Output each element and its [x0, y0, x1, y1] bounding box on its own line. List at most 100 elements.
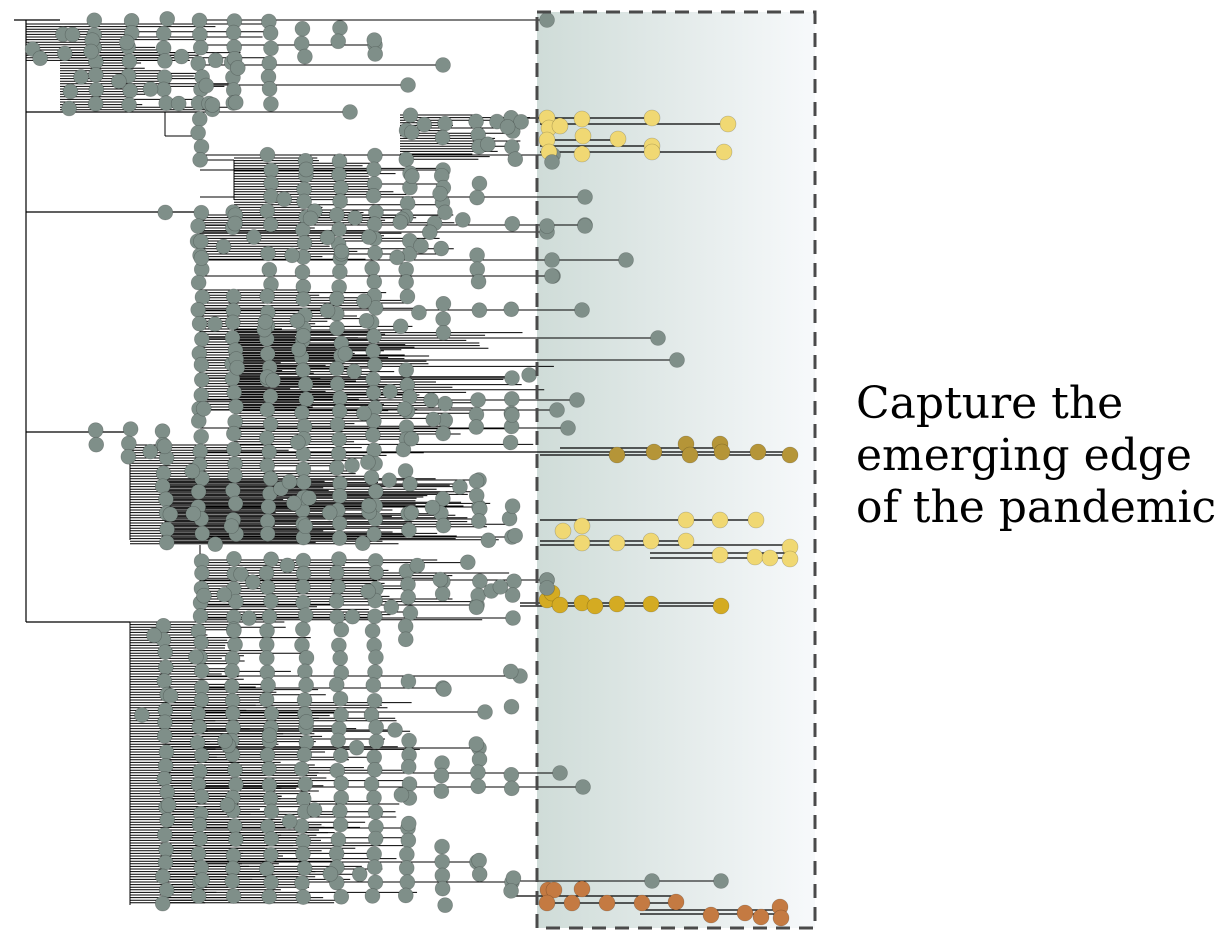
tree-node: [190, 846, 207, 862]
tree-node: [302, 210, 319, 227]
tree-node: [228, 398, 244, 415]
tree-node: [366, 692, 383, 709]
tree-node: [360, 454, 376, 470]
tree-node: [155, 25, 172, 42]
emerging-clade-node: [609, 130, 627, 148]
tree-node: [503, 883, 519, 899]
tree-node: [644, 873, 660, 889]
tree-node: [366, 789, 382, 806]
tree-node: [297, 663, 313, 680]
tree-node: [32, 50, 48, 67]
tree-node: [480, 532, 497, 549]
tree-node: [328, 676, 345, 693]
tree-node: [502, 434, 519, 451]
tree-node: [364, 888, 381, 904]
emerging-clade-node: [573, 534, 591, 552]
tree-node: [416, 116, 433, 133]
tree-node: [351, 866, 368, 882]
tree-node: [88, 436, 105, 453]
tree-node: [392, 318, 409, 335]
tree-node: [396, 401, 413, 417]
tree-node: [295, 565, 312, 582]
tree-node: [342, 104, 358, 120]
tree-node: [354, 535, 371, 552]
tree-node: [319, 302, 336, 319]
tree-node: [401, 522, 417, 538]
tree-node: [425, 411, 442, 428]
tree-node: [331, 153, 348, 170]
emerging-clade-node: [633, 894, 651, 912]
tree-node: [367, 830, 384, 847]
tree-node: [261, 777, 278, 793]
tree-node: [367, 46, 383, 62]
tree-node: [294, 875, 310, 891]
tree-node: [330, 831, 347, 848]
emerging-clade-node: [677, 511, 695, 529]
tree-node: [402, 107, 419, 124]
tree-node: [513, 114, 529, 130]
tree-node: [192, 763, 208, 779]
tree-node: [227, 94, 244, 111]
tree-node: [295, 579, 311, 595]
tree-node: [191, 111, 208, 127]
tree-node: [366, 526, 382, 542]
tree-node: [260, 499, 277, 515]
tree-node: [364, 260, 380, 277]
emerging-clade-node: [545, 881, 563, 899]
tree-node: [434, 880, 451, 897]
tree-node: [56, 45, 73, 62]
tree-node: [111, 73, 127, 90]
tree-node: [276, 191, 293, 207]
emerging-clade-node: [538, 894, 556, 912]
tree-node: [190, 888, 207, 904]
tree-node: [227, 467, 243, 484]
tree-node: [328, 564, 345, 581]
tree-node: [194, 565, 210, 581]
tree-node: [344, 457, 360, 474]
tree-node: [193, 250, 210, 266]
tree-node: [574, 302, 590, 318]
tree-node: [157, 714, 173, 731]
tree-node: [192, 152, 208, 168]
tree-node: [297, 376, 314, 393]
tree-node: [356, 293, 372, 310]
tree-node: [198, 77, 215, 94]
tree-node: [411, 304, 427, 321]
tree-node: [157, 854, 174, 871]
emerging-clade-node: [736, 904, 754, 922]
tree-node: [263, 831, 280, 847]
tree-node: [227, 215, 243, 232]
tree-node: [262, 416, 279, 432]
tree-node: [87, 96, 104, 112]
tree-node: [192, 39, 209, 56]
emerging-clade-node: [642, 532, 660, 550]
tree-node: [229, 359, 246, 376]
tree-node: [225, 719, 241, 736]
tree-node: [263, 846, 279, 863]
tree-node: [435, 325, 452, 341]
emerging-clade-node: [711, 511, 729, 529]
tree-node: [296, 692, 313, 708]
tree-node: [207, 316, 223, 332]
tree-node: [193, 634, 210, 651]
tree-node: [297, 776, 314, 792]
tree-node: [400, 759, 417, 775]
tree-node: [366, 859, 383, 876]
tree-node: [328, 845, 345, 862]
tree-node: [225, 314, 241, 331]
tree-node: [404, 168, 420, 185]
tree-node: [332, 193, 348, 209]
tree-node: [398, 860, 415, 876]
emerging-clade-node: [702, 906, 720, 924]
tree-node: [62, 83, 79, 100]
tree-node: [61, 100, 77, 117]
tree-node: [499, 119, 516, 135]
emerging-clade-node: [667, 893, 685, 911]
tree-node: [366, 846, 382, 862]
tree-node: [398, 151, 415, 168]
tree-node: [295, 594, 311, 611]
tree-node: [227, 818, 243, 834]
tree-node: [224, 873, 241, 890]
tree-node: [157, 827, 173, 843]
tree-node: [196, 587, 212, 604]
